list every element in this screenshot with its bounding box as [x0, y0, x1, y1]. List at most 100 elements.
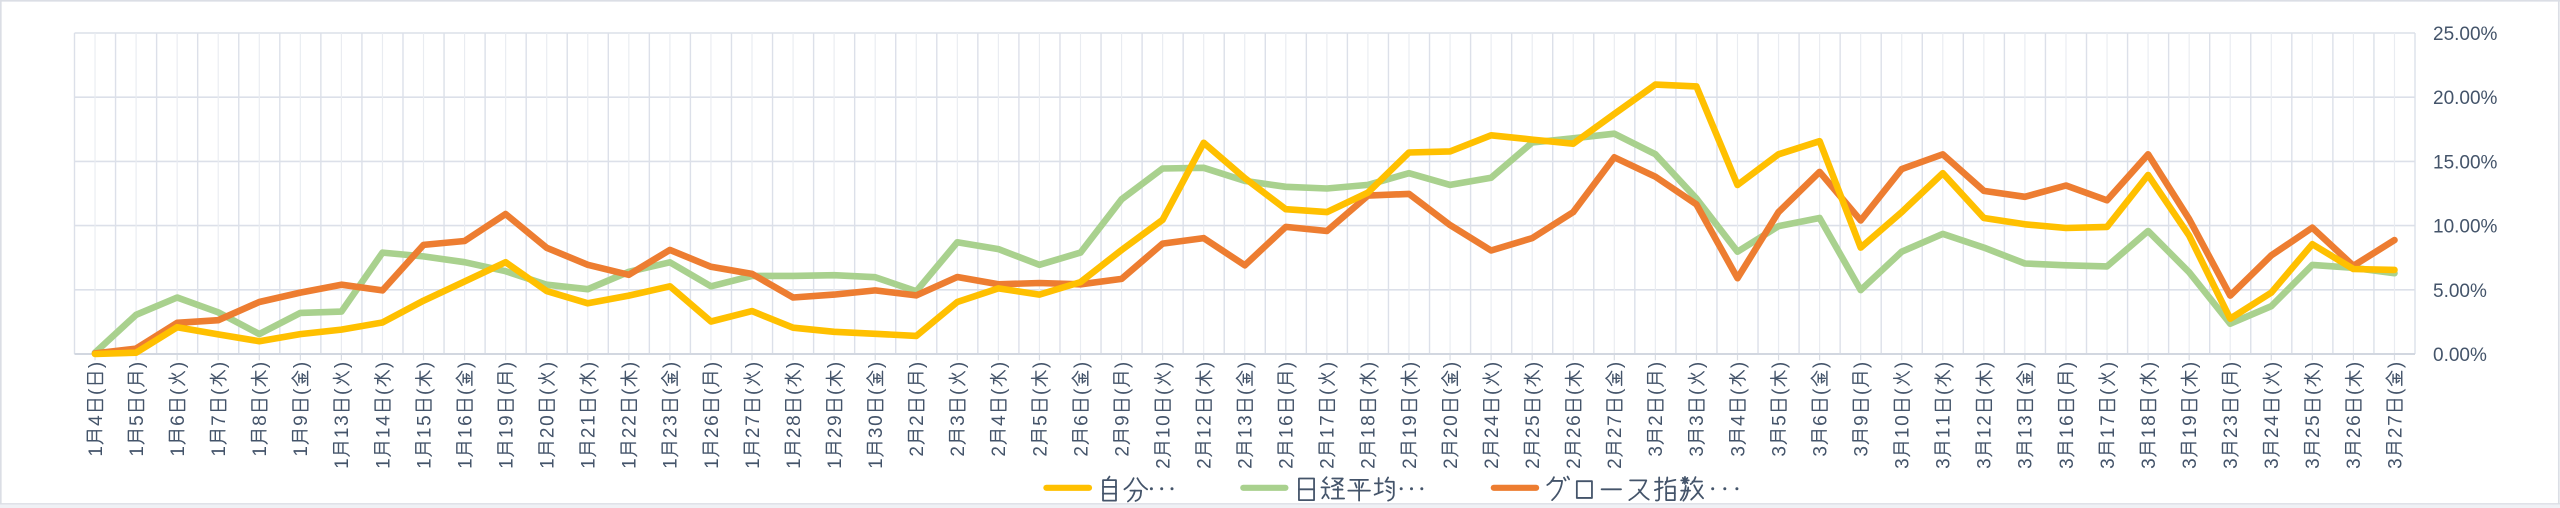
svg-text:): ) — [1359, 362, 1380, 368]
svg-text:): ) — [1153, 362, 1174, 368]
svg-text:2: 2 — [1523, 428, 1544, 439]
svg-text:3: 3 — [2344, 458, 2365, 469]
svg-text:2: 2 — [579, 428, 600, 439]
svg-text:1: 1 — [1400, 428, 1421, 439]
svg-text:5: 5 — [1523, 415, 1544, 426]
svg-text:8: 8 — [1359, 415, 1380, 426]
svg-text:1: 1 — [579, 458, 600, 469]
svg-text:5: 5 — [414, 415, 435, 426]
svg-text:(: ( — [1153, 388, 1174, 395]
svg-text:3: 3 — [2016, 415, 2037, 426]
svg-text:15.00%: 15.00% — [2433, 152, 2498, 173]
svg-text:3: 3 — [2098, 458, 2119, 469]
svg-text:): ) — [2385, 362, 2406, 368]
svg-text:6: 6 — [455, 415, 476, 426]
svg-text:1: 1 — [1934, 428, 1955, 439]
svg-text:4: 4 — [86, 415, 107, 426]
svg-text:1: 1 — [743, 458, 764, 469]
svg-text:2: 2 — [1194, 458, 1215, 469]
svg-text:): ) — [455, 362, 476, 368]
svg-text:3: 3 — [1687, 415, 1708, 426]
svg-text:2: 2 — [620, 428, 641, 439]
svg-text:(: ( — [2098, 388, 2119, 395]
svg-text:(: ( — [702, 388, 723, 395]
svg-text:1: 1 — [373, 458, 394, 469]
svg-text:2: 2 — [2221, 428, 2242, 439]
svg-text:3: 3 — [1236, 415, 1257, 426]
svg-text:1: 1 — [1153, 428, 1174, 439]
svg-text:2: 2 — [1564, 458, 1585, 469]
svg-text:3: 3 — [1851, 446, 1872, 457]
svg-text:): ) — [1851, 362, 1872, 368]
svg-text:1: 1 — [1893, 428, 1914, 439]
svg-text:): ) — [1564, 362, 1585, 368]
svg-text:2: 2 — [1646, 415, 1667, 426]
svg-text:1: 1 — [538, 458, 559, 469]
svg-text:(: ( — [127, 388, 148, 395]
svg-text:1: 1 — [784, 458, 805, 469]
svg-text:): ) — [291, 362, 312, 368]
svg-text:): ) — [2016, 362, 2037, 368]
svg-text:): ) — [620, 362, 641, 368]
svg-text:2: 2 — [1482, 428, 1503, 439]
svg-text:): ) — [1277, 362, 1298, 368]
svg-text:): ) — [1030, 362, 1051, 368]
svg-text:): ) — [1194, 362, 1215, 368]
svg-text:0: 0 — [1893, 415, 1914, 426]
svg-text:): ) — [209, 362, 230, 368]
svg-text:3: 3 — [2221, 415, 2242, 426]
svg-text:(: ( — [414, 388, 435, 395]
svg-text:): ) — [743, 362, 764, 368]
svg-text:): ) — [989, 362, 1010, 368]
svg-text:1: 1 — [1277, 428, 1298, 439]
svg-text:2: 2 — [1318, 458, 1339, 469]
svg-text:(: ( — [825, 388, 846, 395]
svg-text:1: 1 — [455, 458, 476, 469]
svg-text:1: 1 — [620, 458, 641, 469]
svg-text:1: 1 — [250, 446, 271, 457]
svg-text:5: 5 — [1030, 415, 1051, 426]
svg-text:3: 3 — [1893, 458, 1914, 469]
svg-text:2: 2 — [948, 446, 969, 457]
svg-text:1: 1 — [496, 458, 517, 469]
svg-text:): ) — [2139, 362, 2160, 368]
svg-text:3: 3 — [1810, 446, 1831, 457]
svg-text:): ) — [496, 362, 517, 368]
svg-text:0: 0 — [538, 415, 559, 426]
svg-text:3: 3 — [1646, 446, 1667, 457]
svg-text:2: 2 — [1605, 428, 1626, 439]
svg-text:2: 2 — [1441, 428, 1462, 439]
svg-text:(: ( — [1400, 388, 1421, 395]
svg-text:1: 1 — [414, 458, 435, 469]
svg-text:3: 3 — [2385, 458, 2406, 469]
svg-text:3: 3 — [332, 415, 353, 426]
svg-text:(: ( — [1646, 388, 1667, 395]
svg-text:6: 6 — [702, 415, 723, 426]
svg-text:4: 4 — [373, 415, 394, 426]
svg-text:1: 1 — [414, 428, 435, 439]
svg-text:(: ( — [661, 388, 682, 395]
svg-text:): ) — [1441, 362, 1462, 368]
svg-text:6: 6 — [1564, 415, 1585, 426]
svg-text:3: 3 — [948, 415, 969, 426]
svg-text:2: 2 — [2303, 428, 2324, 439]
svg-text:): ) — [1687, 362, 1708, 368]
svg-text:1: 1 — [579, 415, 600, 426]
svg-text:9: 9 — [1851, 415, 1872, 426]
svg-text:2: 2 — [743, 428, 764, 439]
svg-text:2: 2 — [825, 428, 846, 439]
svg-text:2: 2 — [1359, 458, 1380, 469]
svg-text:(: ( — [2180, 388, 2201, 395]
svg-text:4: 4 — [1728, 415, 1749, 426]
svg-text:): ) — [2180, 362, 2201, 368]
svg-text:1: 1 — [866, 458, 887, 469]
svg-text:9: 9 — [1400, 415, 1421, 426]
svg-text:8: 8 — [2139, 415, 2160, 426]
svg-text:(: ( — [2344, 388, 2365, 395]
svg-text:7: 7 — [1318, 415, 1339, 426]
svg-text:): ) — [168, 362, 189, 368]
svg-text:(: ( — [2221, 388, 2242, 395]
svg-text:9: 9 — [825, 415, 846, 426]
svg-text:): ) — [538, 362, 559, 368]
svg-text:): ) — [2221, 362, 2242, 368]
